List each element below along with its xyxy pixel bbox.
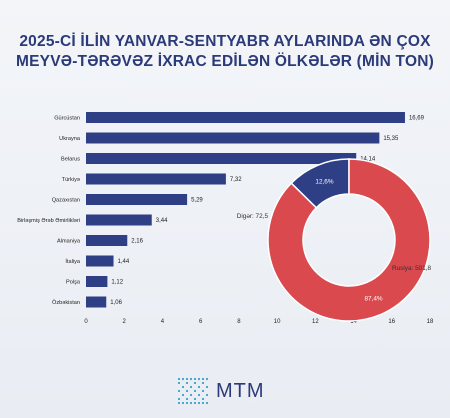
bar xyxy=(86,153,357,164)
mtm-logo-icon xyxy=(178,378,208,404)
mtm-logo: MTM xyxy=(176,372,286,412)
bar xyxy=(86,173,226,185)
x-tick-label: 16 xyxy=(388,319,395,325)
title-line-1: 2025-Cİ İLİN YANVAR-SENTYABR AYLARINDA Ə… xyxy=(19,33,431,50)
category-label: Qazaxıstan xyxy=(52,198,80,204)
x-tick-label: 10 xyxy=(274,319,281,325)
value-label: 14,14 xyxy=(360,157,376,163)
x-tick-label: 18 xyxy=(427,319,434,325)
category-label: Polşa xyxy=(66,280,81,286)
mtm-logo-text: MTM xyxy=(216,380,265,402)
value-label: 16,69 xyxy=(409,116,425,122)
x-tick-label: 14 xyxy=(350,319,357,325)
bar xyxy=(86,194,188,205)
category-label: Türkiyə xyxy=(62,177,80,183)
value-label: 2,16 xyxy=(131,239,143,245)
donut-percent-label: 12,6% xyxy=(315,178,333,185)
value-label: 1,44 xyxy=(118,259,130,265)
x-tick-label: 2 xyxy=(123,319,127,325)
category-label: Özbəkistan xyxy=(52,299,80,306)
title-line-2: MEYVƏ-TƏRƏVƏZ İXRAC EDİLƏN ÖLKƏLƏR (MİN … xyxy=(16,53,434,70)
donut-slice-russia xyxy=(267,158,431,322)
value-label: 3,44 xyxy=(156,218,168,224)
category-label: Birləşmiş Ərəb Əmirlikləri xyxy=(17,218,80,224)
bar xyxy=(86,235,128,246)
value-label: 5,29 xyxy=(191,198,203,204)
bar xyxy=(86,132,380,144)
value-label: 15,35 xyxy=(383,136,399,142)
bar xyxy=(86,112,405,123)
donut-label-other: Digər: 72,5 xyxy=(237,213,269,220)
value-label: 1,06 xyxy=(110,300,122,306)
x-tick-label: 8 xyxy=(237,319,241,325)
value-label: 7,32 xyxy=(230,177,242,183)
category-label: Gürcüstan xyxy=(54,116,80,122)
x-tick-label: 0 xyxy=(84,319,88,325)
x-tick-label: 6 xyxy=(199,319,203,325)
category-label: İtaliya xyxy=(65,258,81,265)
x-tick-label: 12 xyxy=(312,319,319,325)
bar xyxy=(86,214,152,226)
value-label: 1,12 xyxy=(111,280,123,286)
donut-percent-label: 87,4% xyxy=(364,296,382,303)
category-label: Belarus xyxy=(61,157,80,163)
bar xyxy=(86,276,108,287)
donut-label-russia: Rusiya: 501,8 xyxy=(392,265,432,272)
category-label: Almaniya xyxy=(57,239,81,245)
x-tick-label: 4 xyxy=(161,319,165,325)
bar xyxy=(86,296,107,308)
bar xyxy=(86,255,114,267)
category-label: Ukrayna xyxy=(59,136,81,142)
